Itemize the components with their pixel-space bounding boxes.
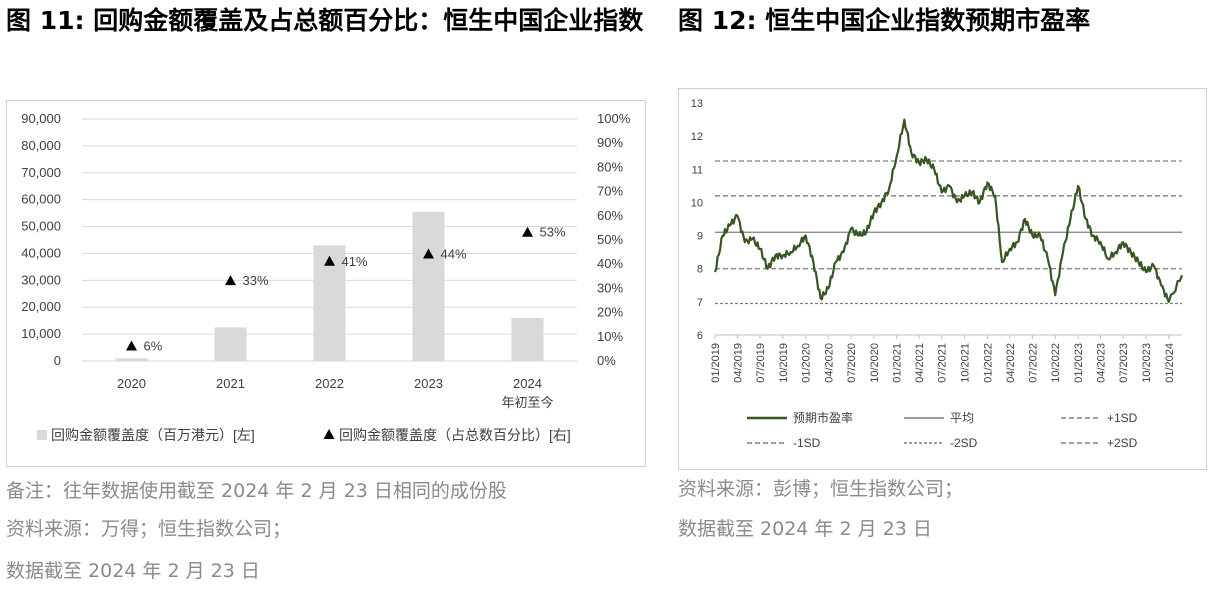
y-left-tick-label: 30,000 — [21, 272, 61, 287]
note-left-1: 备注：往年数据使用截至 2024 年 2 月 23 日相同的成份股 — [6, 480, 507, 502]
y-right-tick-label: 20% — [597, 305, 623, 320]
y-right-tick-label: 40% — [597, 256, 623, 271]
y-right-tick-label: 10% — [597, 329, 623, 344]
legend-label: -2SD — [950, 436, 978, 450]
x-tick-label: 01/2023 — [1073, 343, 1085, 383]
y-right-tick-label: 80% — [597, 159, 623, 174]
data-label: 6% — [144, 338, 163, 353]
data-label: 53% — [540, 225, 566, 240]
y-left-tick-label: 70,000 — [21, 165, 61, 180]
y-tick-label: 7 — [697, 297, 703, 309]
triangle-marker — [522, 226, 533, 237]
buyback-chart: 0 10,000 20,000 30,000 40,000 50,000 60,000 70,… — [21, 111, 631, 443]
legend-label: 平均 — [950, 411, 974, 425]
chart-left-panel: 0 10,000 20,000 30,000 40,000 50,000 60,000 70,… — [6, 100, 646, 467]
x-tick-label: 10/2023 — [1141, 343, 1153, 383]
legend-marker-swatch — [323, 429, 335, 439]
x-tick-label: 年初至今 — [501, 395, 553, 410]
data-label: 41% — [342, 254, 368, 269]
x-tick-label: 01/2020 — [801, 343, 813, 383]
x-tick-label: 2022 — [315, 376, 344, 391]
y-left-tick-label: 0 — [54, 353, 61, 368]
y-left-tick-label: 90,000 — [21, 111, 61, 126]
triangle-marker — [423, 248, 434, 259]
y-right-tick-label: 50% — [597, 232, 623, 247]
pe-chart: 6 7 8 9 10 11 12 13 01/2019 04/2019 07/2019 10/2019… — [691, 98, 1184, 450]
x-tick-label: 10/2022 — [1050, 343, 1062, 383]
x-tick-label: 04/2021 — [914, 343, 926, 383]
x-tick-label: 07/2021 — [937, 343, 949, 383]
y-left-tick-label: 10,000 — [21, 326, 61, 341]
legend-label: +2SD — [1107, 436, 1138, 450]
pe-series-line — [713, 118, 1184, 303]
chart-right-title: 图 12: 恒生中国企业指数预期市盈率 — [678, 6, 1091, 35]
x-tick-label: 04/2023 — [1095, 343, 1107, 383]
x-tick-label: 01/2022 — [982, 343, 994, 383]
y-left-tick-label: 40,000 — [21, 245, 61, 260]
x-tick-label: 01/2024 — [1164, 343, 1176, 383]
x-tick-label: 01/2019 — [710, 343, 722, 383]
y-right-tick-label: 70% — [597, 184, 623, 199]
bar — [511, 317, 544, 361]
x-tick-label: 2021 — [216, 376, 245, 391]
note-left-2: 资料来源：万得；恒生指数公司； — [6, 518, 292, 540]
triangle-marker — [126, 340, 137, 351]
bar — [115, 358, 148, 361]
bar — [214, 327, 247, 361]
x-tick-label: 2023 — [414, 376, 443, 391]
legend-bar-swatch — [37, 430, 47, 440]
x-tick-label: 04/2019 — [732, 343, 744, 383]
x-tick-label: 2020 — [117, 376, 146, 391]
legend-label: -1SD — [793, 436, 821, 450]
bar — [412, 211, 445, 361]
y-tick-label: 13 — [691, 98, 703, 110]
y-left-tick-label: 80,000 — [21, 138, 61, 153]
x-tick-label: 07/2019 — [755, 343, 767, 383]
y-tick-label: 11 — [692, 164, 703, 176]
y-right-tick-label: 90% — [597, 135, 623, 150]
note-right-1: 资料来源：彭博；恒生指数公司； — [678, 478, 964, 500]
note-left-3: 数据截至 2024 年 2 月 23 日 — [6, 560, 260, 582]
chart-right-panel: 6 7 8 9 10 11 12 13 01/2019 04/2019 07/2019 10/2019… — [678, 88, 1207, 470]
legend-label: 预期市盈率 — [793, 410, 853, 425]
y-tick-label: 10 — [691, 197, 703, 209]
legend-marker-label: 回购金额覆盖度（占总数百分比）[右] — [339, 427, 571, 443]
y-right-tick-label: 0% — [597, 353, 616, 368]
y-left-tick-label: 50,000 — [21, 219, 61, 234]
x-tick-label: 10/2020 — [869, 343, 881, 383]
triangle-marker — [324, 255, 335, 266]
x-tick-label: 07/2020 — [846, 343, 858, 383]
y-left-tick-label: 60,000 — [21, 192, 61, 207]
y-tick-label: 6 — [697, 330, 703, 342]
y-right-tick-label: 100% — [597, 111, 631, 126]
x-tick-label: 07/2022 — [1027, 343, 1039, 383]
y-right-tick-label: 30% — [597, 280, 623, 295]
data-label: 44% — [441, 247, 467, 262]
data-label: 33% — [243, 273, 269, 288]
chart-left-title: 图 11: 回购金额覆盖及占总额百分比：恒生中国企业指数 — [6, 6, 644, 35]
y-tick-label: 8 — [697, 264, 703, 276]
y-tick-label: 12 — [691, 131, 703, 143]
x-tick-label: 07/2023 — [1118, 343, 1130, 383]
x-tick-label: 01/2021 — [892, 343, 904, 383]
x-tick-label: 04/2022 — [1005, 343, 1017, 383]
x-tick-label: 04/2020 — [823, 343, 835, 383]
x-tick-label: 10/2019 — [778, 343, 790, 383]
x-tick-label: 10/2021 — [960, 343, 972, 383]
legend-bar-label: 回购金额覆盖度（百万港元）[左] — [51, 427, 255, 443]
x-tick-label: 2024 — [513, 376, 542, 391]
y-left-tick-label: 20,000 — [21, 299, 61, 314]
note-right-2: 数据截至 2024 年 2 月 23 日 — [678, 518, 932, 540]
y-right-tick-label: 60% — [597, 208, 623, 223]
legend-label: +1SD — [1107, 411, 1138, 425]
triangle-marker — [225, 275, 236, 286]
y-tick-label: 9 — [697, 231, 703, 243]
